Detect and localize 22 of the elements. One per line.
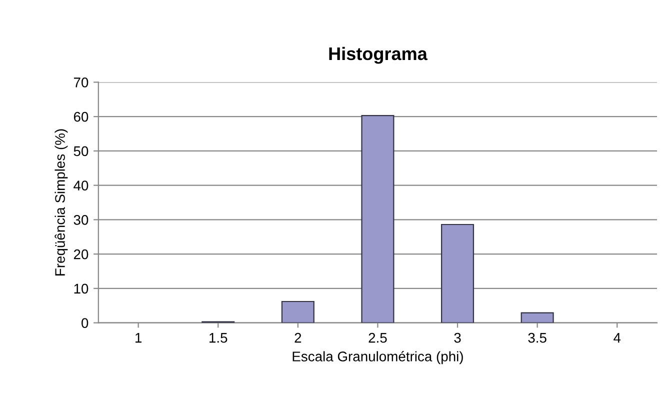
y-tick-label: 70 bbox=[74, 78, 88, 88]
x-tick-label: 4 bbox=[614, 333, 621, 343]
x-tick-label: 2.5 bbox=[368, 332, 387, 343]
y-tick-label: 60 bbox=[74, 112, 88, 122]
x-tick-label: 2 bbox=[294, 332, 302, 343]
x-tick-label: 1.5 bbox=[210, 333, 228, 343]
bar bbox=[281, 300, 314, 323]
y-tick-label: 0 bbox=[82, 318, 88, 328]
y-tick-label: 40 bbox=[74, 180, 88, 190]
y-tick-label: 50 bbox=[74, 146, 88, 156]
y-axis-title: Freqüência Simples (%) bbox=[54, 129, 68, 276]
y-tick-label: 10 bbox=[74, 284, 88, 294]
x-tick-label: 3 bbox=[454, 332, 461, 343]
x-axis-title: Escala Granulométrica (phi) bbox=[292, 351, 463, 364]
bar bbox=[520, 312, 554, 323]
x-tick-label: 1 bbox=[136, 333, 142, 343]
y-tick-label: 30 bbox=[74, 215, 88, 225]
y-tick-label: 20 bbox=[74, 249, 88, 260]
x-tick-label: 3.5 bbox=[528, 332, 546, 343]
chart-title: Histograma bbox=[329, 46, 428, 64]
bar bbox=[361, 114, 394, 323]
bar bbox=[441, 224, 474, 323]
